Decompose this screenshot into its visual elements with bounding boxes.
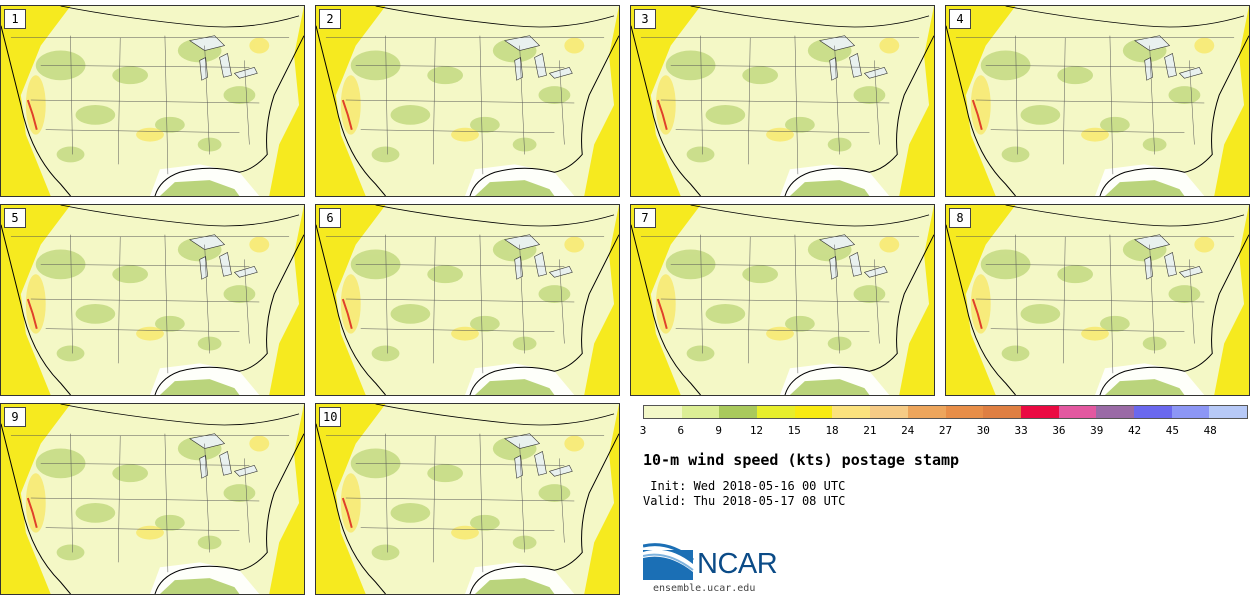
member-number: 8 (949, 208, 971, 228)
ncar-logo-text: NCAR (697, 548, 778, 580)
colorbar-tick-label: 9 (715, 424, 722, 437)
colorbar-ticks: 3 6 9 12 15 18 21 24 27 30 33 36 39 42 45 48 (639, 424, 1248, 438)
colorbar-swatch (1171, 406, 1210, 418)
member-number: 6 (319, 208, 341, 228)
colorbar-tick-label: 27 (938, 424, 953, 437)
member-number: 3 (634, 9, 656, 29)
valid-time: Valid: Thu 2018-05-17 08 UTC (643, 494, 846, 508)
colorbar-swatch (1133, 406, 1172, 418)
colorbar-tick-label: 21 (863, 424, 877, 437)
colorbar-tick-label: 24 (901, 424, 915, 437)
ensemble-member-panel: 1 (0, 5, 305, 197)
colorbar-tick-label: 30 (976, 424, 990, 437)
colorbar-swatch (644, 406, 682, 418)
colorbar-tick-label: 45 (1165, 424, 1179, 437)
member-number: 10 (319, 407, 342, 427)
ncar-logo-icon (643, 543, 694, 580)
colorbar-swatch (757, 406, 795, 418)
member-number: 4 (949, 9, 971, 29)
colorbar-tick-label: 33 (1014, 424, 1028, 437)
colorbar-tick-label: 48 (1203, 424, 1217, 437)
chart-title: 10-m wind speed (kts) postage stamp (643, 451, 960, 469)
ensemble-member-panel: 7 (630, 204, 935, 396)
member-number: 2 (319, 9, 341, 29)
ensemble-member-panel: 6 (315, 204, 620, 396)
colorbar-swatch (983, 406, 1021, 418)
colorbar-tick-label: 3 (639, 424, 647, 437)
ensemble-site-url: ensemble.ucar.edu (653, 583, 756, 594)
member-number: 5 (4, 208, 26, 228)
colorbar-swatch (832, 406, 871, 418)
colorbar-tick-label: 18 (825, 424, 839, 437)
member-number: 9 (4, 407, 26, 427)
ensemble-member-panel: 8 (945, 204, 1250, 396)
colorbar-tick-label: 42 (1127, 424, 1142, 437)
colorbar-swatch (1058, 406, 1097, 418)
ensemble-member-panel: 2 (315, 5, 620, 197)
colorbar-swatch (719, 406, 758, 418)
colorbar-swatch (794, 406, 833, 418)
colorbar-tick-label: 15 (787, 424, 801, 437)
member-number: 7 (634, 208, 656, 228)
colorbar-swatch (870, 406, 908, 418)
init-time: Init: Wed 2018-05-16 00 UTC (643, 479, 846, 493)
colorbar-tick-label: 39 (1090, 424, 1104, 437)
colorbar-swatch (681, 406, 720, 418)
colorbar-swatch (1096, 406, 1134, 418)
colorbar-swatch (907, 406, 946, 418)
ensemble-member-panel: 3 (630, 5, 935, 197)
colorbar-swatch (945, 406, 984, 418)
colorbar-tick-label: 36 (1052, 424, 1066, 437)
ensemble-member-panel: 4 (945, 5, 1250, 197)
colorbar-tick-label: 12 (749, 424, 764, 437)
member-number: 1 (4, 9, 26, 29)
ensemble-member-panel: 10 (315, 403, 620, 595)
colorbar (643, 405, 1248, 419)
colorbar-swatch (1209, 406, 1247, 418)
ensemble-member-panel: 5 (0, 204, 305, 396)
colorbar-swatch (1020, 406, 1059, 418)
colorbar-tick-label: 6 (677, 424, 685, 437)
ensemble-member-panel: 9 (0, 403, 305, 595)
